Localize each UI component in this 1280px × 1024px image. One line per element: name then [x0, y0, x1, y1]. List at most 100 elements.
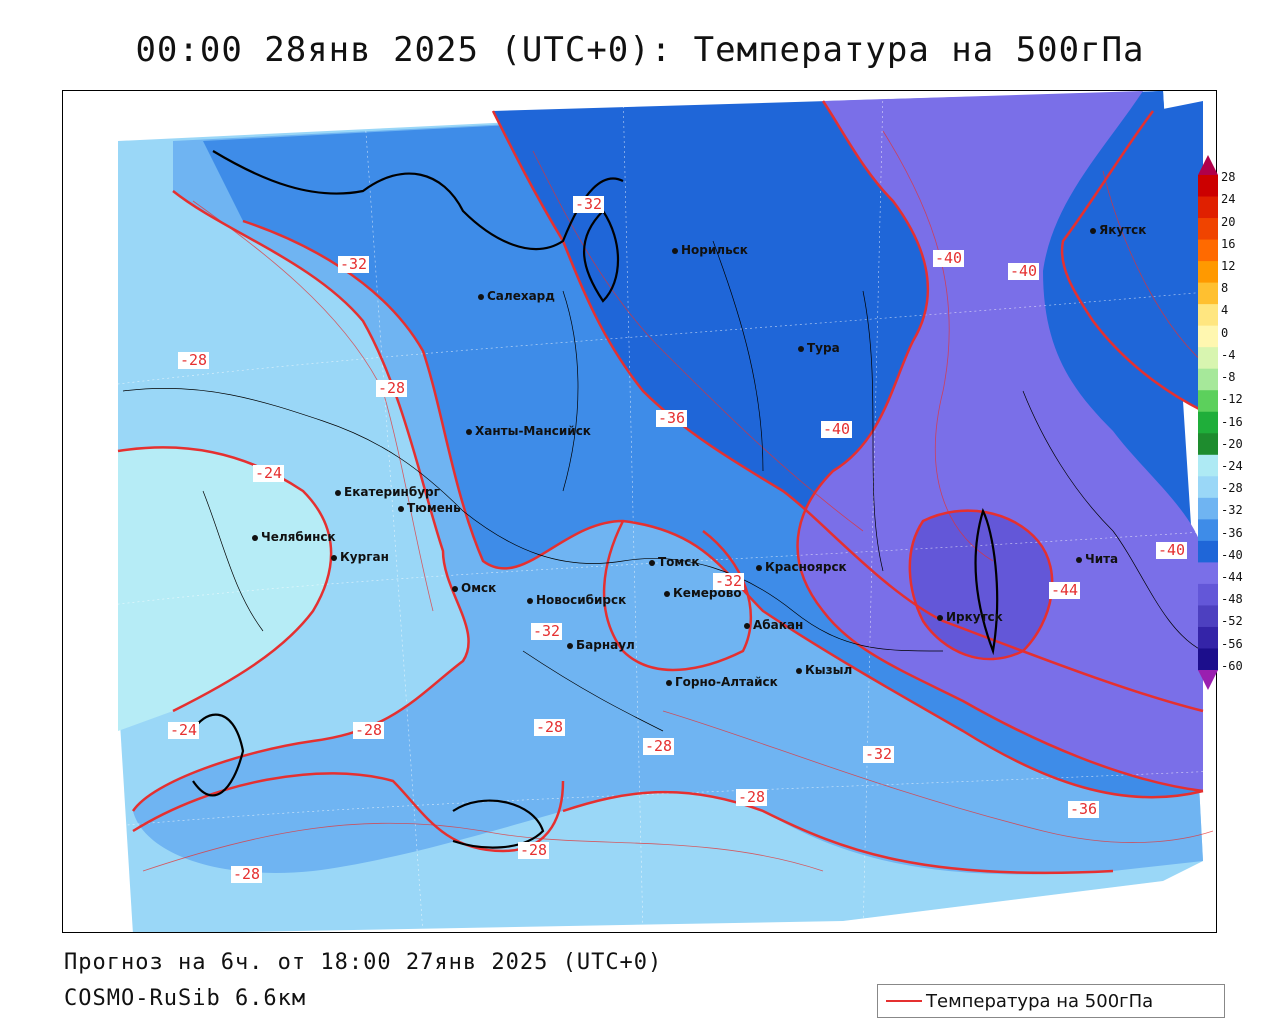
city-marker: Кызыл — [796, 663, 852, 677]
colorbar-tick-label: -40 — [1221, 547, 1243, 562]
city-marker: Чита — [1076, 552, 1118, 566]
colorbar-segment — [1198, 540, 1218, 563]
legend: Температура на 500гПа — [877, 984, 1225, 1018]
city-marker: Норильск — [672, 243, 748, 257]
city-name: Барнаул — [576, 638, 635, 652]
colorbar-tick-label: 24 — [1221, 192, 1236, 207]
city-name: Тюмень — [407, 501, 461, 515]
colorbar-tick-label: -4 — [1221, 347, 1236, 362]
colorbar-segment — [1198, 454, 1218, 477]
colorbar-segment — [1198, 175, 1218, 198]
isotherm-label: -28 — [353, 721, 385, 739]
colorbar-segment — [1198, 626, 1218, 649]
city-marker: Томск — [649, 555, 700, 569]
city-name: Тура — [807, 341, 840, 355]
map-title: 00:00 28янв 2025 (UTC+0): Температура на… — [135, 30, 1145, 70]
colorbar-tick-label: -8 — [1221, 370, 1236, 385]
city-dot-icon — [398, 505, 404, 512]
colorbar-segment — [1198, 261, 1218, 284]
colorbar-segment — [1198, 196, 1218, 219]
city-name: Норильск — [681, 243, 748, 257]
forecast-caption: Прогноз на 6ч. от 18:00 27янв 2025 (UTC+… — [64, 950, 663, 975]
isotherm-label: -32 — [338, 255, 370, 273]
colorbar-segment — [1198, 411, 1218, 434]
city-dot-icon — [756, 564, 762, 571]
zone-minus44 — [797, 91, 1203, 791]
city-dot-icon — [452, 585, 458, 592]
city-marker: Иркутск — [937, 610, 1003, 624]
city-dot-icon — [672, 247, 678, 254]
graticule — [63, 91, 1216, 932]
city-dot-icon — [666, 679, 672, 686]
city-dot-icon — [478, 293, 484, 300]
city-marker: Горно-Алтайск — [666, 675, 778, 689]
isotherm-label: -32 — [573, 195, 605, 213]
colorbar-segment — [1198, 583, 1218, 606]
zone-minus44-east — [1062, 101, 1203, 411]
city-dot-icon — [331, 554, 337, 561]
city-name: Ханты-Мансийск — [475, 424, 591, 438]
isotherm-label: -28 — [643, 737, 675, 755]
legend-line-swatch — [886, 1000, 922, 1002]
colorbar-tick-label: -12 — [1221, 392, 1243, 407]
city-marker: Барнаул — [567, 638, 635, 652]
colorbar-segment — [1198, 325, 1218, 348]
colorbar-tick-label: -44 — [1221, 569, 1243, 584]
isotherm-label: -28 — [178, 351, 210, 369]
colorbar — [1198, 155, 1218, 690]
isotherm-label: -32 — [863, 745, 895, 763]
colorbar-segment — [1198, 562, 1218, 585]
city-marker: Ханты-Мансийск — [466, 424, 591, 438]
colorbar-segment — [1198, 282, 1218, 305]
city-dot-icon — [796, 667, 802, 674]
city-dot-icon — [798, 345, 804, 352]
city-marker: Красноярск — [756, 560, 847, 574]
city-marker: Тура — [798, 341, 840, 355]
isotherm-label: -32 — [531, 622, 563, 640]
isotherm-label: -28 — [736, 788, 768, 806]
city-dot-icon — [937, 614, 943, 621]
city-name: Новосибирск — [536, 593, 627, 607]
colorbar-tick-label: -20 — [1221, 436, 1243, 451]
city-marker: Новосибирск — [527, 593, 626, 607]
city-marker: Челябинск — [252, 530, 336, 544]
colorbar-tick-label: -48 — [1221, 592, 1243, 607]
colorbar-segment — [1198, 519, 1218, 542]
colorbar-tick-label: -36 — [1221, 525, 1243, 540]
city-name: Абакан — [753, 618, 804, 632]
city-dot-icon — [252, 534, 258, 541]
temperature-map — [63, 91, 1216, 932]
isotherm-label: -40 — [1156, 541, 1188, 559]
colorbar-segment — [1198, 433, 1218, 456]
city-dot-icon — [664, 590, 670, 597]
city-marker: Абакан — [744, 618, 803, 632]
colorbar-tick-label: 20 — [1221, 214, 1236, 229]
isotherm-label: -28 — [231, 865, 263, 883]
colorbar-top-arrow — [1198, 155, 1218, 175]
isotherm-label: -40 — [1008, 262, 1040, 280]
colorbar-segment — [1198, 239, 1218, 262]
colorbar-tick-label: -28 — [1221, 481, 1243, 496]
city-name: Кызыл — [805, 663, 853, 677]
colorbar-segment — [1198, 390, 1218, 413]
colorbar-tick-label: 16 — [1221, 236, 1236, 251]
city-marker: Екатеринбург — [335, 485, 440, 499]
city-marker: Курган — [331, 550, 389, 564]
city-dot-icon — [649, 559, 655, 566]
city-name: Иркутск — [946, 610, 1003, 624]
isotherm-label: -44 — [1049, 581, 1081, 599]
colorbar-bottom-arrow — [1198, 670, 1218, 690]
city-name: Екатеринбург — [344, 485, 440, 499]
isotherm-label: -36 — [1068, 800, 1100, 818]
colorbar-tick-label: 0 — [1221, 325, 1229, 340]
colorbar-tick-label: -24 — [1221, 458, 1243, 473]
colorbar-tick-label: -52 — [1221, 614, 1243, 629]
colorbar-segment — [1198, 304, 1218, 327]
city-name: Омск — [461, 581, 497, 595]
city-name: Чита — [1085, 552, 1119, 566]
isotherm-label: -24 — [253, 464, 285, 482]
city-name: Якутск — [1099, 223, 1147, 237]
city-dot-icon — [1076, 556, 1082, 563]
map-area[interactable]: Норильск Салехард Тура Якутск Ханты-Мансийск… — [62, 90, 1217, 933]
isotherm-label: -40 — [933, 249, 965, 267]
